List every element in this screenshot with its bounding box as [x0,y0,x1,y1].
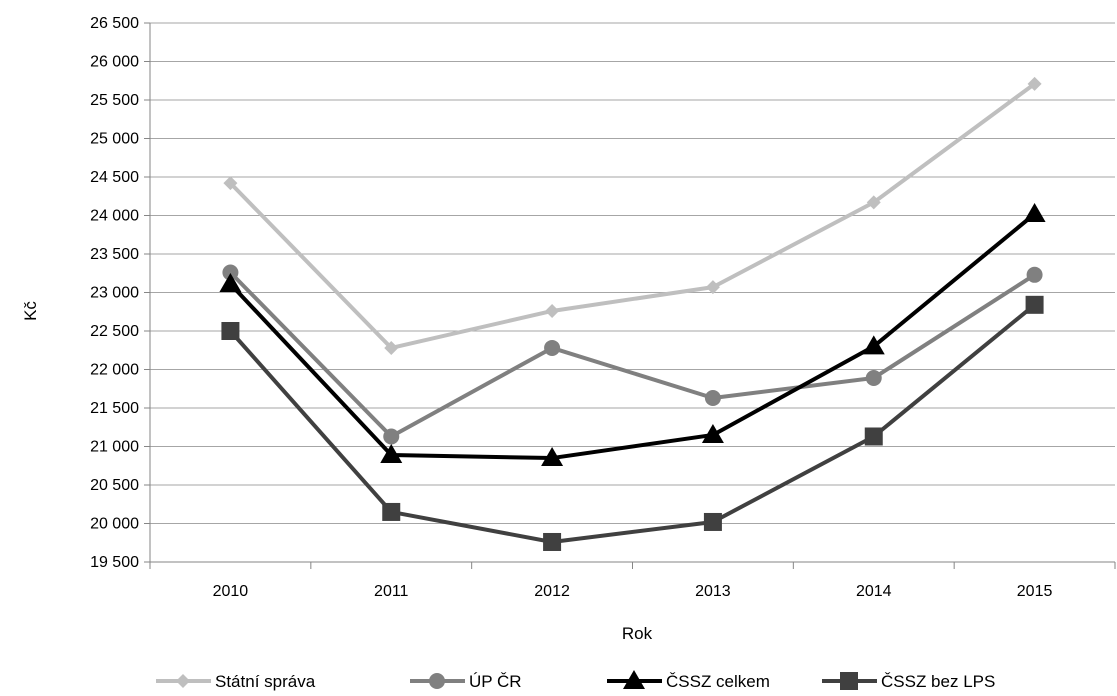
legend-label: ÚP ČR [469,672,522,691]
x-tick-label: 2015 [1017,583,1053,600]
y-tick-label: 20 500 [90,477,139,494]
data-point-diamond [384,340,399,355]
x-axis-title: Rok [622,624,653,643]
data-point-triangle [219,273,242,293]
y-tick-label: 22 000 [90,362,139,379]
x-tick-label: 2013 [695,583,731,600]
data-point-diamond [223,176,238,191]
y-tick-label: 21 500 [90,400,139,417]
series-line-1 [228,81,1037,350]
x-tick-label: 2011 [374,583,409,600]
legend-marker-diamond [176,674,190,688]
data-point-square [382,502,401,521]
y-tick-label: 26 000 [90,54,139,71]
data-point-circle [383,428,400,445]
series-line-2 [228,270,1037,439]
data-point-square [864,427,883,446]
y-tick-label: 25 000 [90,131,139,148]
data-point-triangle [541,447,564,467]
data-point-diamond [705,280,720,295]
legend-label: ČSSZ bez LPS [881,672,995,691]
data-point-triangle [380,443,403,463]
y-tick-label: 24 000 [90,208,139,225]
data-point-circle [865,369,882,386]
x-tick-labels: 2010 2011 2012 2013 2014 2015 [213,583,1053,600]
legend-label: ČSSZ celkem [666,672,770,691]
y-tick-label: 20 000 [90,516,139,533]
data-point-circle [704,389,721,406]
axes [144,22,1116,569]
data-point-square [543,532,562,551]
data-point-square [1025,295,1044,314]
legend-marker-circle [429,673,445,689]
y-tick-labels: 19 500 20 000 20 500 21 000 21 500 22 000 22 5… [90,15,139,571]
series-line-4 [228,302,1037,544]
series-lines [228,81,1037,544]
legend-marker-square [840,672,858,690]
y-tick-label: 23 500 [90,246,139,263]
y-tick-label: 21 000 [90,439,139,456]
y-tick-label: 24 500 [90,169,139,186]
series-line-3 [228,211,1037,461]
data-point-diamond [866,195,881,210]
data-point-diamond [545,303,560,318]
y-tick-label: 22 500 [90,323,139,340]
y-tick-label: 25 500 [90,92,139,109]
data-point-triangle [862,335,885,355]
legend-label: Státní správa [215,672,316,691]
data-point-square [221,322,240,340]
y-tick-label: 26 500 [90,15,139,32]
data-point-circle [222,264,239,281]
legend: Státní správa ÚP ČR ČSSZ celkem ČSSZ bez LP… [156,670,995,691]
x-tick-label: 2014 [856,583,892,600]
x-tick-label: 2010 [213,583,249,600]
series-markers [219,76,1046,551]
data-point-square [703,512,722,531]
x-tick-label: 2012 [534,583,570,600]
data-point-circle [1026,266,1043,283]
y-tick-label: 23 000 [90,285,139,302]
data-point-triangle [701,423,724,443]
y-tick-label: 19 500 [90,554,139,571]
legend-marker-triangle [623,670,645,689]
gridlines [150,22,1115,524]
data-point-diamond [1027,76,1042,91]
data-point-circle [544,339,561,356]
data-point-triangle [1023,202,1046,222]
y-axis-title: Kč [21,301,40,321]
